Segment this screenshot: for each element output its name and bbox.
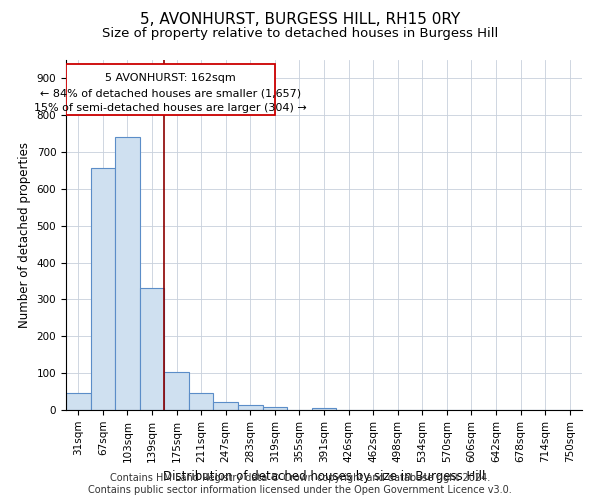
Bar [312, 408, 336, 410]
Bar [164, 372, 189, 410]
Text: 15% of semi-detached houses are larger (304) →: 15% of semi-detached houses are larger (… [34, 103, 307, 113]
X-axis label: Distribution of detached houses by size in Burgess Hill: Distribution of detached houses by size … [163, 470, 485, 483]
Text: Size of property relative to detached houses in Burgess Hill: Size of property relative to detached ho… [102, 28, 498, 40]
Y-axis label: Number of detached properties: Number of detached properties [18, 142, 31, 328]
Text: ← 84% of detached houses are smaller (1,657): ← 84% of detached houses are smaller (1,… [40, 88, 301, 99]
Text: 5, AVONHURST, BURGESS HILL, RH15 0RY: 5, AVONHURST, BURGESS HILL, RH15 0RY [140, 12, 460, 28]
Text: Contains HM Land Registry data © Crown copyright and database right 2024.
Contai: Contains HM Land Registry data © Crown c… [88, 474, 512, 495]
Bar [189, 392, 214, 410]
Bar [115, 138, 140, 410]
Text: 5 AVONHURST: 162sqm: 5 AVONHURST: 162sqm [105, 73, 236, 83]
Bar [66, 392, 91, 410]
Bar [238, 405, 263, 410]
Bar [140, 288, 164, 410]
Bar [91, 168, 115, 410]
Bar [214, 402, 238, 410]
Bar [66, 64, 275, 116]
Bar [263, 407, 287, 410]
